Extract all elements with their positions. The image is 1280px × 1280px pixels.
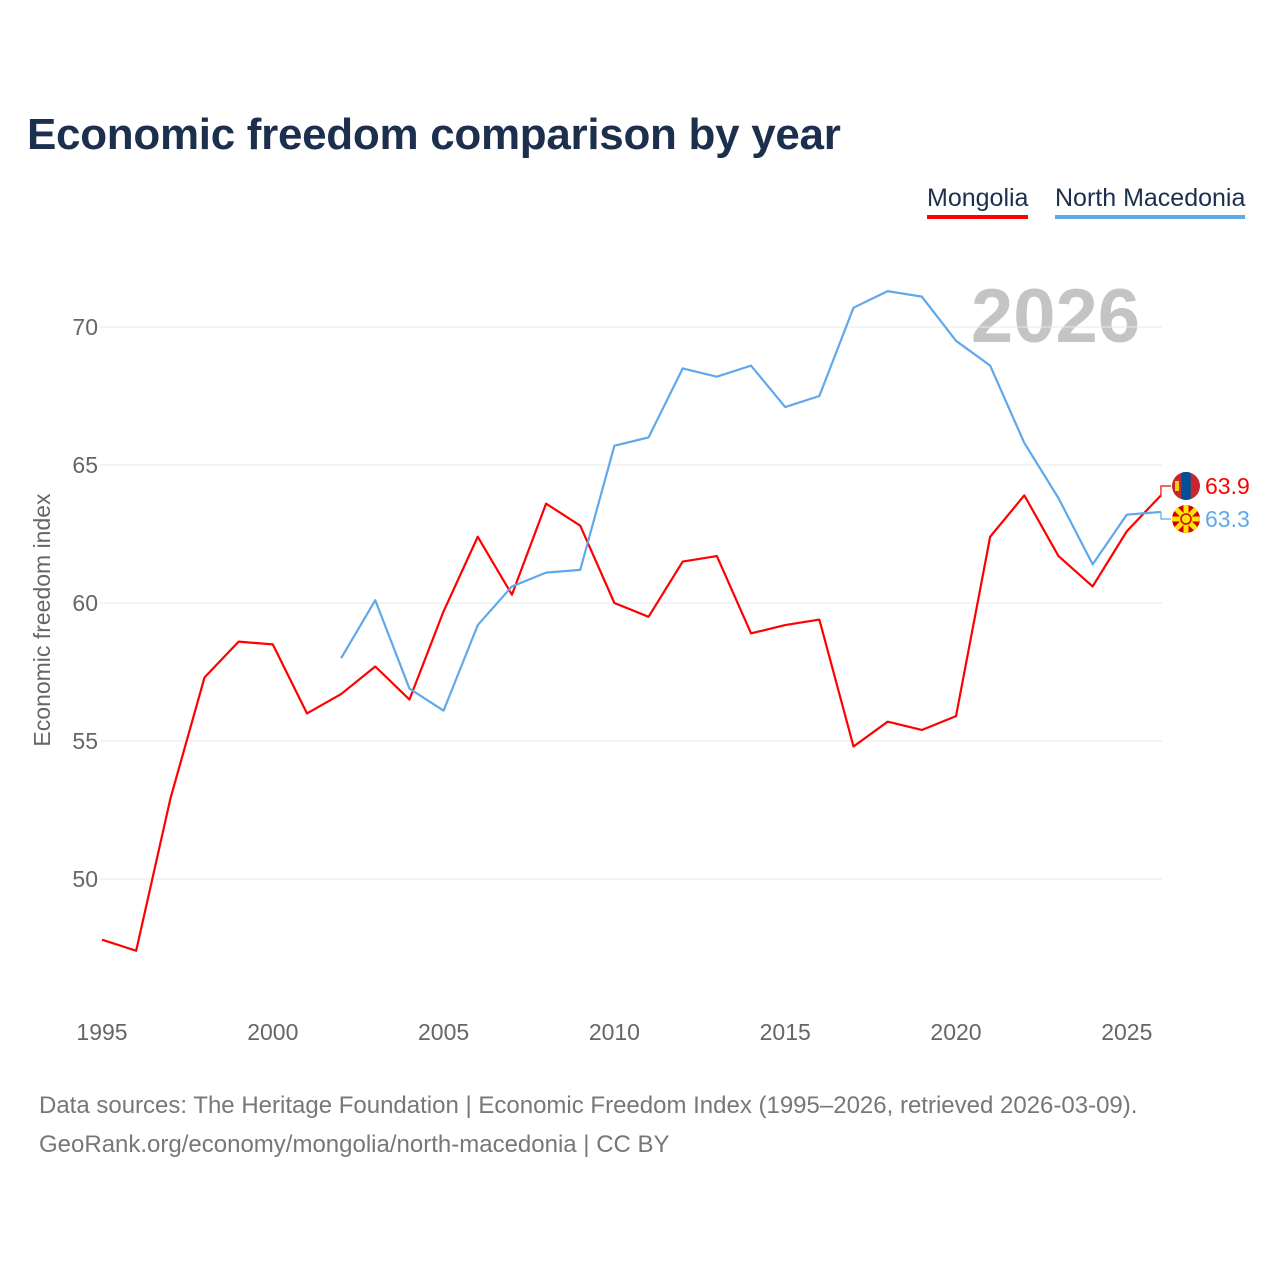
x-tick-label: 1995 (76, 1019, 127, 1045)
x-tick-label: 2000 (247, 1019, 298, 1045)
mongolia-flag-icon (1172, 472, 1200, 500)
end-value-label-mongolia: 63.9 (1205, 473, 1250, 499)
series-line-north-macedonia (340, 290, 1162, 712)
north-macedonia-flag-icon (1172, 505, 1200, 533)
y-tick-label: 70 (72, 314, 98, 340)
x-tick-label: 2020 (930, 1019, 981, 1045)
end-value-label-north-macedonia: 63.3 (1205, 506, 1250, 532)
year-watermark: 2026 (971, 274, 1140, 359)
end-connector (1160, 485, 1171, 496)
y-tick-label: 65 (72, 452, 98, 478)
legend-item-north-macedonia[interactable]: North Macedonia (1055, 184, 1246, 219)
y-tick-label: 60 (72, 590, 98, 616)
url-line[interactable]: GeoRank.org/economy/mongolia/north-maced… (39, 1131, 670, 1158)
legend-item-mongolia[interactable]: Mongolia (927, 184, 1029, 219)
source-line: Data sources: The Heritage Foundation | … (39, 1092, 1138, 1119)
x-tick-label: 2010 (589, 1019, 640, 1045)
x-tick-label: 2005 (418, 1019, 469, 1045)
end-connector (1160, 511, 1171, 520)
y-axis-label: Economic freedom index (29, 493, 55, 747)
footer: Data sources: The Heritage Foundation | … (39, 1086, 1137, 1164)
y-tick-label: 50 (72, 866, 98, 892)
x-tick-label: 2025 (1101, 1019, 1152, 1045)
y-tick-label: 55 (72, 728, 98, 754)
chart-title: Economic freedom comparison by year (27, 110, 841, 159)
series-line-mongolia (101, 494, 1162, 952)
x-tick-label: 2015 (760, 1019, 811, 1045)
